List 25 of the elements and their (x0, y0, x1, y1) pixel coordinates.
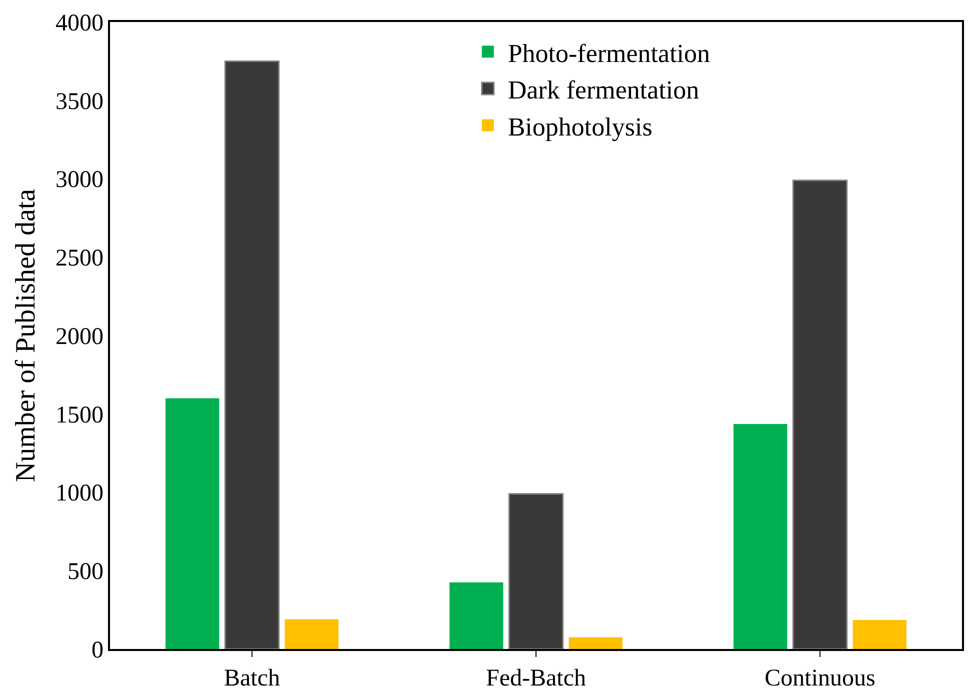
bar (224, 60, 280, 649)
y-tick-label: 0 (91, 637, 104, 664)
legend-label: Dark fermentation (508, 76, 700, 105)
bar (508, 493, 564, 649)
x-tick-label: Batch (224, 666, 280, 692)
y-tick-label: 2000 (55, 324, 104, 350)
bar (450, 582, 504, 649)
y-tick-label: 1500 (55, 402, 104, 428)
legend-label: Biophotolysis (508, 112, 652, 142)
y-tick-label: 500 (67, 559, 104, 586)
x-tick-label: Continuous (764, 666, 876, 692)
bar (734, 424, 788, 649)
bar (284, 619, 338, 649)
legend-label: Photo-fermentation (508, 38, 710, 68)
bar (568, 637, 622, 649)
y-tick-label: 2500 (55, 246, 104, 272)
x-tick-label: Fed-Batch (486, 666, 586, 692)
y-tick-label: 3000 (55, 167, 104, 194)
bar (852, 620, 906, 649)
bar (166, 398, 220, 649)
y-tick-label: 3500 (55, 88, 104, 115)
y-tick-label: 1000 (55, 480, 104, 507)
y-tick-label: 4000 (55, 10, 104, 36)
y-axis-title: Number of Published data (10, 188, 42, 482)
bar (792, 180, 848, 649)
